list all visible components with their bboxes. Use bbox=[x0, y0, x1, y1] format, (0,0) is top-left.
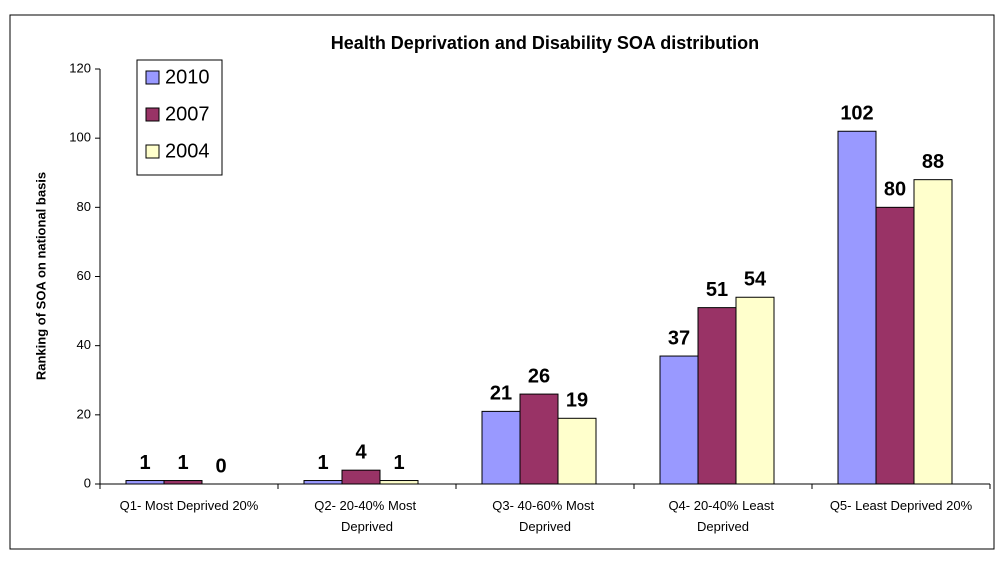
y-axis-label: Ranking of SOA on national basis bbox=[33, 172, 48, 380]
data-label: 54 bbox=[744, 269, 767, 291]
y-tick-label: 40 bbox=[77, 337, 91, 352]
bar bbox=[875, 206, 915, 485]
x-tick-label: Q4- 20-40% Least Deprived bbox=[668, 498, 777, 534]
bar bbox=[481, 410, 521, 485]
legend-label: 2004 bbox=[165, 140, 210, 162]
x-tick-label: Q5- Least Deprived 20% bbox=[830, 498, 973, 513]
x-tick-label-line: Deprived bbox=[697, 519, 749, 534]
bar bbox=[735, 296, 775, 485]
bar bbox=[557, 417, 597, 485]
legend-swatch bbox=[145, 107, 160, 122]
data-label: 21 bbox=[490, 383, 512, 405]
data-label: 37 bbox=[668, 327, 690, 349]
x-tick-label-line: Q3- 40-60% Most bbox=[492, 498, 598, 513]
x-tick-label-line: Q4- 20-40% Least bbox=[668, 498, 777, 513]
data-label: 4 bbox=[355, 441, 367, 463]
legend-swatch bbox=[145, 70, 160, 85]
y-tick-label: 0 bbox=[84, 475, 91, 490]
data-label: 51 bbox=[706, 279, 728, 301]
legend-label: 2010 bbox=[165, 66, 210, 88]
x-tick-label: Q3- 40-60% Most Deprived bbox=[492, 498, 598, 534]
bar bbox=[379, 480, 419, 485]
legend-swatch bbox=[145, 144, 160, 159]
data-label: 1 bbox=[393, 452, 404, 474]
y-tick-label: 60 bbox=[77, 268, 91, 283]
data-label: 19 bbox=[566, 390, 588, 412]
bar bbox=[303, 480, 343, 485]
data-label: 88 bbox=[922, 151, 944, 173]
bar bbox=[913, 179, 953, 485]
y-tick-label: 80 bbox=[77, 199, 91, 214]
x-tick-label-line: Deprived bbox=[341, 519, 393, 534]
data-label: 80 bbox=[884, 179, 906, 201]
y-tick-label: 20 bbox=[77, 406, 91, 421]
data-label: 1 bbox=[177, 452, 188, 474]
data-label: 1 bbox=[317, 452, 328, 474]
y-tick-label: 100 bbox=[69, 130, 91, 145]
bar bbox=[659, 355, 699, 485]
data-label: 0 bbox=[215, 455, 226, 477]
legend-label: 2007 bbox=[165, 103, 210, 125]
bar bbox=[341, 469, 381, 485]
x-tick-label-line: Q2- 20-40% Most bbox=[314, 498, 420, 513]
bar bbox=[697, 307, 737, 485]
chart-title: Health Deprivation and Disability SOA di… bbox=[331, 33, 759, 53]
x-tick-label-line: Q1- Most Deprived 20% bbox=[120, 498, 259, 513]
x-tick-label-line: Q5- Least Deprived 20% bbox=[830, 498, 973, 513]
data-label: 26 bbox=[528, 365, 550, 387]
bar bbox=[163, 480, 203, 485]
bar bbox=[519, 393, 559, 485]
bar bbox=[125, 480, 165, 485]
y-tick-label: 120 bbox=[69, 60, 91, 75]
x-tick-label: Q2- 20-40% Most Deprived bbox=[314, 498, 420, 534]
x-tick-label-line: Deprived bbox=[519, 519, 571, 534]
data-label: 102 bbox=[840, 103, 873, 125]
data-label: 1 bbox=[139, 452, 150, 474]
x-tick-label: Q1- Most Deprived 20% bbox=[120, 498, 259, 513]
bar bbox=[837, 130, 877, 485]
